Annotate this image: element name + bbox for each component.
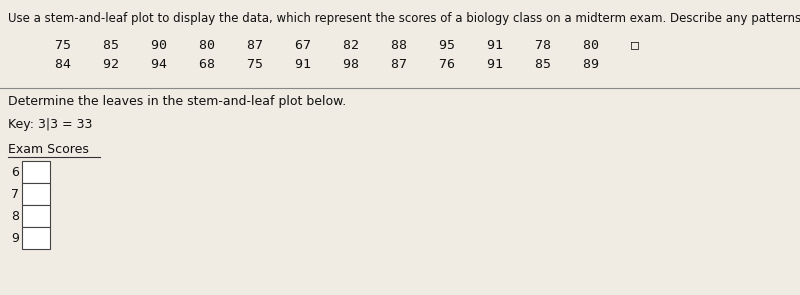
Text: 6: 6 — [11, 165, 19, 178]
Text: Exam Scores: Exam Scores — [8, 143, 89, 156]
Text: 7: 7 — [11, 188, 19, 201]
Bar — [22, 183, 50, 205]
Text: Key: 3|3 = 33: Key: 3|3 = 33 — [8, 118, 92, 131]
Text: Use a stem-and-leaf plot to display the data, which represent the scores of a bi: Use a stem-and-leaf plot to display the … — [8, 12, 800, 25]
Text: 9: 9 — [11, 232, 19, 245]
Bar — [22, 227, 50, 249]
Text: 8: 8 — [11, 209, 19, 222]
Bar — [22, 161, 50, 183]
Bar — [22, 205, 50, 227]
Text: 84    92    94    68    75    91    98    87    76    91    85    89: 84 92 94 68 75 91 98 87 76 91 85 89 — [55, 58, 599, 71]
Text: Determine the leaves in the stem-and-leaf plot below.: Determine the leaves in the stem-and-lea… — [8, 95, 346, 108]
Text: 75    85    90    80    87    67    82    88    95    91    78    80    □: 75 85 90 80 87 67 82 88 95 91 78 80 □ — [55, 38, 639, 51]
